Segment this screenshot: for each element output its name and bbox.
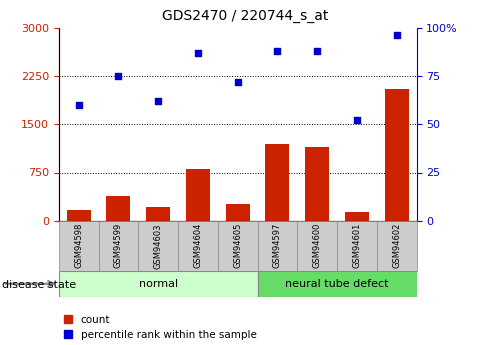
Point xyxy=(154,98,162,104)
Bar xyxy=(385,89,409,221)
Text: GSM94603: GSM94603 xyxy=(154,223,163,268)
Bar xyxy=(258,221,297,271)
Bar xyxy=(297,221,337,271)
Bar xyxy=(59,271,258,297)
Text: GSM94600: GSM94600 xyxy=(313,223,321,268)
Text: GSM94597: GSM94597 xyxy=(273,223,282,268)
Bar xyxy=(67,209,91,221)
Text: disease state: disease state xyxy=(2,280,76,289)
Point xyxy=(353,118,361,123)
Bar xyxy=(377,221,416,271)
Bar xyxy=(106,196,130,221)
Bar xyxy=(59,221,98,271)
Point xyxy=(115,73,122,79)
Text: GSM94598: GSM94598 xyxy=(74,223,83,268)
Text: GSM94604: GSM94604 xyxy=(194,223,202,268)
Text: GSM94602: GSM94602 xyxy=(392,223,401,268)
Point xyxy=(273,48,281,53)
Bar xyxy=(337,221,377,271)
Text: GSM94599: GSM94599 xyxy=(114,223,123,268)
Point xyxy=(75,102,83,108)
Bar xyxy=(178,221,218,271)
Bar xyxy=(186,169,210,221)
Text: GSM94601: GSM94601 xyxy=(352,223,362,268)
Legend: count, percentile rank within the sample: count, percentile rank within the sample xyxy=(64,315,257,340)
Bar xyxy=(146,207,170,221)
Text: normal: normal xyxy=(139,279,178,289)
Point xyxy=(194,50,202,56)
Point xyxy=(234,79,242,85)
Bar xyxy=(345,213,369,221)
Bar xyxy=(138,221,178,271)
Text: neural tube defect: neural tube defect xyxy=(285,279,389,289)
Text: GDS2470 / 220744_s_at: GDS2470 / 220744_s_at xyxy=(162,9,328,23)
Bar xyxy=(226,204,249,221)
Bar xyxy=(98,221,138,271)
Bar xyxy=(258,271,416,297)
Text: GSM94605: GSM94605 xyxy=(233,223,242,268)
Point xyxy=(313,48,321,53)
Bar xyxy=(305,147,329,221)
Point xyxy=(392,32,400,38)
Bar xyxy=(218,221,258,271)
Bar xyxy=(266,144,289,221)
